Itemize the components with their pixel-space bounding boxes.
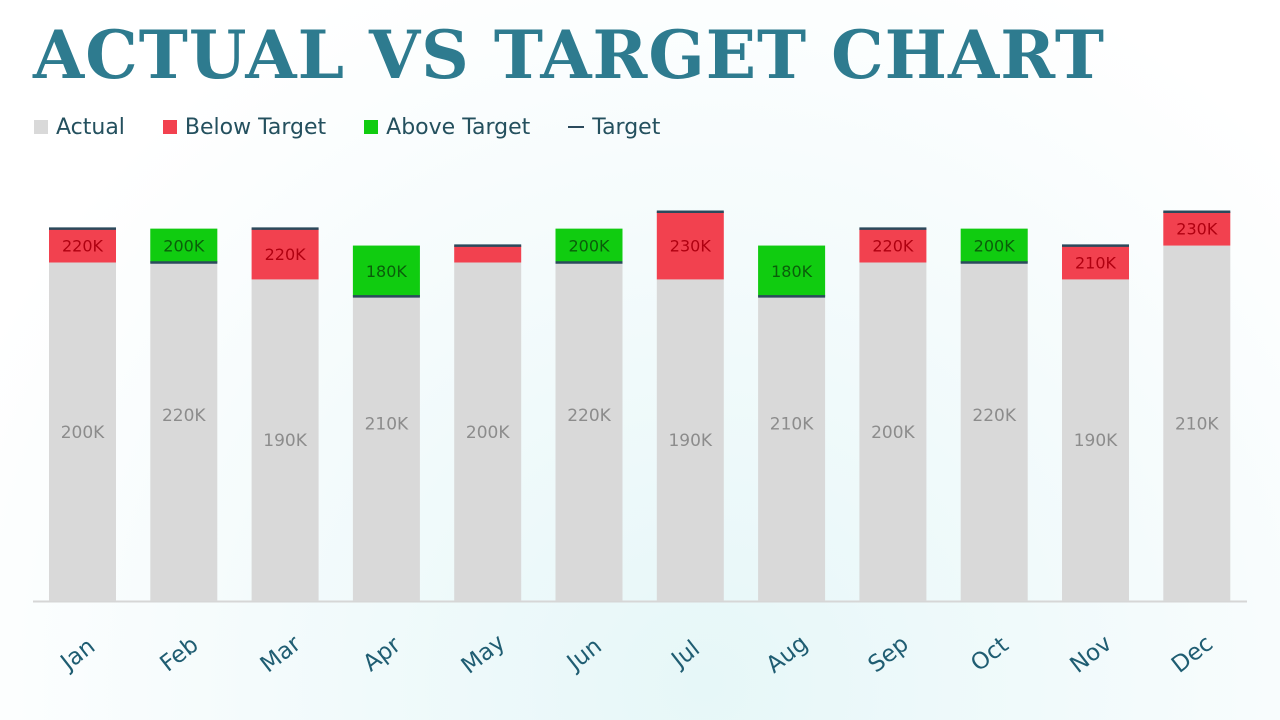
bar-actual-jun (555, 228, 623, 601)
legend-label-actual: Actual (56, 114, 125, 140)
difference-label-jun: 200K (568, 237, 610, 256)
legend-label-below-target: Below Target (184, 114, 327, 140)
x-tick-label-oct: Oct (966, 632, 1013, 677)
actual-label-aug: 210K (770, 414, 814, 434)
difference-label-sep: 220K (872, 237, 914, 256)
bar-actual-dec (1163, 245, 1231, 601)
actual-label-mar: 190K (263, 431, 307, 451)
bar-actual-may (454, 262, 522, 601)
bar-actual-jan (49, 262, 116, 601)
bar-below-target-jul (656, 211, 724, 280)
chart-legend: Actual Below Target Above Target Target (34, 112, 698, 142)
x-tick-label-apr: Apr (358, 632, 406, 677)
bar-actual-jul (656, 279, 724, 601)
bar-below-target-nov (1062, 245, 1129, 280)
difference-label-jan: 220K (62, 237, 104, 256)
x-tick-label-may: May (457, 630, 510, 680)
difference-label-apr: 180K (366, 262, 408, 281)
x-tick-label-mar: Mar (256, 631, 307, 679)
actual-label-dec: 210K (1175, 414, 1219, 434)
x-tick-label-jun: Jun (561, 633, 607, 677)
bar-above-target-oct (960, 228, 1028, 263)
difference-label-aug: 180K (771, 262, 813, 281)
actual-label-apr: 210K (365, 414, 409, 434)
legend-swatch-target (568, 126, 585, 128)
bar-actual-feb (150, 228, 218, 601)
legend-item-above-target: Above Target (364, 115, 530, 140)
chart-title: ACTUAL VS TARGET CHART (33, 16, 1106, 94)
x-tick-label-jan: Jan (55, 633, 101, 677)
legend-label-target: Target (592, 114, 661, 140)
legend-swatch-above-target (364, 120, 379, 134)
x-tick-label-aug: Aug (762, 630, 813, 678)
actual-label-jul: 190K (668, 431, 712, 451)
legend-swatch-actual (34, 120, 48, 134)
bar-below-target-mar (251, 228, 319, 280)
difference-label-jul: 230K (670, 237, 712, 256)
bar-below-target-jan (49, 228, 116, 263)
legend-item-below-target: Below Target (162, 114, 327, 140)
legend-label-above-target: Above Target (386, 114, 531, 140)
bar-above-target-jun (555, 228, 623, 263)
bar-actual-mar (251, 279, 319, 601)
legend-item-actual: Actual (34, 115, 125, 140)
bar-below-target-dec (1163, 211, 1231, 246)
bar-actual-oct (960, 228, 1028, 601)
x-tick-label-sep: Sep (864, 631, 914, 678)
bar-above-target-aug (758, 245, 826, 297)
legend-swatch-below-target (162, 120, 177, 134)
x-tick-label-dec: Dec (1167, 631, 1218, 679)
x-tick-label-jul: Jul (665, 636, 704, 675)
bar-actual-apr (352, 245, 420, 601)
bar-below-target-sep (859, 228, 927, 263)
difference-label-nov: 210K (1075, 254, 1117, 273)
bar-actual-aug (758, 245, 826, 601)
actual-label-may: 200K (466, 423, 510, 443)
difference-label-feb: 200K (163, 237, 205, 256)
actual-label-sep: 200K (871, 423, 915, 443)
difference-label-oct: 200K (974, 237, 1016, 256)
actual-label-jan: 200K (61, 423, 105, 443)
bar-actual-sep (859, 262, 927, 601)
actual-label-feb: 220K (162, 406, 206, 426)
actual-label-jun: 220K (567, 406, 611, 426)
actual-label-nov: 190K (1074, 431, 1118, 451)
x-tick-label-feb: Feb (155, 632, 203, 678)
x-tick-label-nov: Nov (1065, 630, 1116, 678)
bar-above-target-apr (352, 245, 420, 297)
bar-above-target-feb (150, 228, 218, 263)
bar-actual-nov (1062, 279, 1129, 601)
bar-below-target-may (454, 245, 522, 263)
legend-item-target: Target (568, 115, 660, 140)
actual-label-oct: 220K (972, 406, 1016, 426)
difference-label-dec: 230K (1176, 220, 1218, 239)
difference-label-mar: 220K (265, 245, 307, 264)
